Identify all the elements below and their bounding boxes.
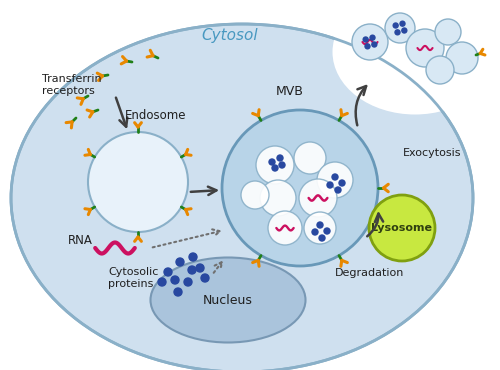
Ellipse shape [332,0,498,114]
Ellipse shape [11,24,473,370]
Circle shape [241,181,269,209]
Circle shape [201,274,209,282]
Circle shape [189,253,197,261]
Text: Transferrin
receptors: Transferrin receptors [42,74,102,96]
Circle shape [385,13,415,43]
Circle shape [319,235,325,241]
Circle shape [400,21,405,26]
Circle shape [260,180,296,216]
Circle shape [395,30,400,35]
Circle shape [327,182,333,188]
Circle shape [335,187,341,193]
Circle shape [171,276,179,284]
Circle shape [176,258,184,266]
Text: Cytosol: Cytosol [202,28,258,43]
Circle shape [304,212,336,244]
Text: MVB: MVB [276,85,304,98]
Circle shape [406,29,444,67]
Circle shape [365,44,370,49]
Circle shape [158,278,166,286]
Text: Endosome: Endosome [126,109,187,122]
Text: Exocytosis: Exocytosis [403,148,461,158]
Circle shape [312,229,318,235]
Circle shape [256,146,294,184]
Circle shape [352,24,388,60]
Circle shape [279,162,285,168]
Circle shape [363,37,368,42]
Ellipse shape [150,258,306,343]
Circle shape [222,110,378,266]
Circle shape [435,19,461,45]
Circle shape [174,288,182,296]
Circle shape [402,28,407,33]
Circle shape [370,35,375,40]
Circle shape [272,165,278,171]
Circle shape [339,180,345,186]
Circle shape [317,162,353,198]
Text: Nucleus: Nucleus [203,293,253,306]
Circle shape [317,222,323,228]
Text: RNA: RNA [68,233,93,246]
Text: Lysosome: Lysosome [372,223,432,233]
Circle shape [164,268,172,276]
Circle shape [332,174,338,180]
Circle shape [372,42,377,47]
Circle shape [294,142,326,174]
Circle shape [369,195,435,261]
Text: Cytosolic
proteins: Cytosolic proteins [108,267,158,289]
Text: Degradation: Degradation [336,268,404,278]
Circle shape [277,155,283,161]
Circle shape [88,132,188,232]
Circle shape [268,211,302,245]
Circle shape [393,23,398,28]
Circle shape [184,278,192,286]
Circle shape [196,264,204,272]
Circle shape [324,228,330,234]
Circle shape [426,56,454,84]
Circle shape [299,179,337,217]
Circle shape [446,42,478,74]
Circle shape [269,159,275,165]
Circle shape [188,266,196,274]
